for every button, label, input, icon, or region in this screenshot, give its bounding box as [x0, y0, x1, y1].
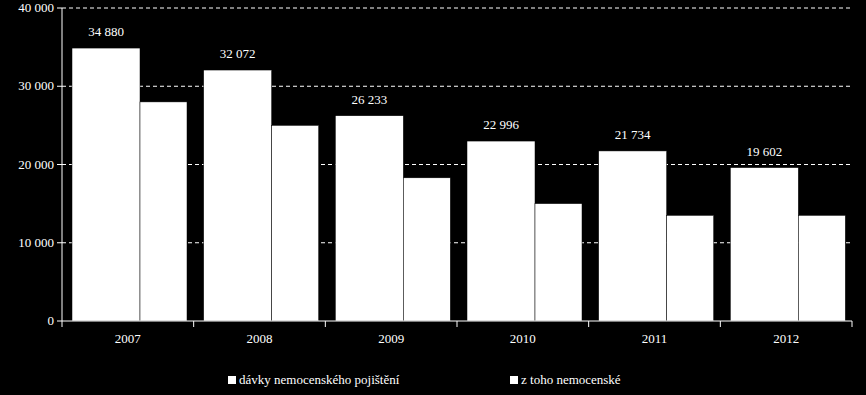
data-label: 21 734	[615, 127, 651, 142]
data-label: 22 996	[483, 117, 519, 132]
y-tick-label: 40 000	[18, 0, 54, 15]
bar	[72, 48, 140, 321]
y-tick-label: 30 000	[18, 78, 54, 93]
chart: 0 10 000 20 000 30 000 40 000 34 880 32 072 26 …	[0, 0, 866, 395]
bar	[599, 151, 667, 321]
y-tick	[57, 321, 62, 322]
y-tick	[57, 86, 62, 87]
y-tick-label: 20 000	[18, 157, 54, 172]
x-tick-label: 2010	[510, 331, 536, 346]
bar	[272, 125, 319, 321]
y-tick	[57, 242, 62, 243]
y-axis	[62, 8, 63, 321]
legend-label: dávky nemocenského pojištění	[239, 372, 400, 387]
x-tick	[852, 321, 853, 327]
bar	[467, 141, 535, 321]
x-tick-label: 2008	[247, 331, 273, 346]
bar	[798, 215, 845, 321]
bar	[535, 204, 582, 321]
x-tick	[588, 321, 589, 327]
y-tick	[57, 164, 62, 165]
x-tick	[720, 321, 721, 327]
grid-line	[62, 8, 852, 9]
x-tick-label: 2007	[115, 331, 142, 346]
x-tick-label: 2011	[642, 331, 668, 346]
legend-swatch	[228, 376, 236, 384]
bars	[72, 48, 845, 321]
y-tick-label: 0	[48, 313, 55, 328]
bar	[403, 178, 450, 321]
x-tick	[193, 321, 194, 327]
background	[0, 0, 866, 395]
legend-swatch	[510, 376, 518, 384]
data-label: 34 880	[88, 24, 124, 39]
y-tick	[57, 8, 62, 9]
data-label: 32 072	[220, 46, 256, 61]
grid-line	[62, 86, 852, 87]
x-tick-label: 2009	[378, 331, 404, 346]
data-label: 19 602	[746, 144, 782, 159]
data-label: 26 233	[351, 92, 387, 107]
bar	[204, 70, 272, 321]
bar	[730, 168, 798, 321]
y-tick-label: 10 000	[18, 235, 54, 250]
x-tick	[457, 321, 458, 327]
x-tick	[62, 321, 63, 327]
bar	[140, 102, 187, 321]
bar	[335, 116, 403, 321]
x-tick	[325, 321, 326, 327]
x-tick-label: 2012	[773, 331, 799, 346]
bar	[667, 215, 714, 321]
legend-label: z toho nemocenské	[521, 372, 621, 387]
